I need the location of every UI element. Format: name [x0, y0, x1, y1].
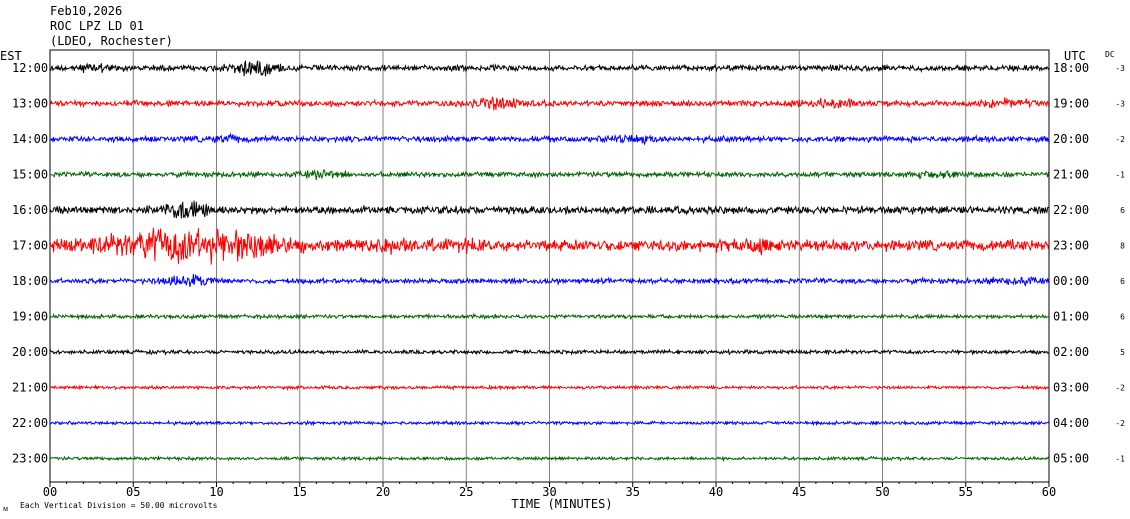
x-tick-label: 40 — [709, 485, 723, 499]
dc-offset-label: -2 — [1115, 384, 1125, 393]
seismic-trace — [49, 132, 1050, 146]
dc-offset-label: 6 — [1120, 313, 1125, 322]
seismic-trace — [49, 227, 1050, 265]
utc-hour-label: 19:00 — [1053, 97, 1089, 111]
x-tick-label: 55 — [959, 485, 973, 499]
est-hour-label: 23:00 — [12, 452, 48, 466]
dc-offset-label: -2 — [1115, 135, 1125, 144]
seismic-trace — [49, 312, 1050, 321]
est-hour-label: 21:00 — [12, 381, 48, 395]
x-tick-label: 10 — [209, 485, 223, 499]
utc-hour-label: 05:00 — [1053, 452, 1089, 466]
dc-offset-label: -1 — [1115, 455, 1125, 464]
dc-offset-label: 5 — [1120, 348, 1125, 357]
x-tick-label: 05 — [126, 485, 140, 499]
dc-offset-label: 6 — [1120, 206, 1125, 215]
utc-hour-label: 02:00 — [1053, 345, 1089, 359]
est-hour-label: 13:00 — [12, 97, 48, 111]
est-hour-label: 12:00 — [12, 61, 48, 75]
est-hour-label: 15:00 — [12, 168, 48, 182]
est-hour-label: 18:00 — [12, 274, 48, 288]
seismic-trace — [49, 59, 1050, 77]
header-station: ROC LPZ LD 01 — [50, 19, 144, 33]
seismic-trace — [49, 200, 1050, 219]
seismic-trace — [49, 347, 1050, 356]
utc-hour-label: 20:00 — [1053, 132, 1089, 146]
left-axis-label: EST — [0, 49, 22, 63]
seismic-trace — [49, 419, 1050, 427]
dc-label: DC — [1105, 50, 1115, 59]
utc-hour-label: 18:00 — [1053, 61, 1089, 75]
utc-hour-label: 04:00 — [1053, 416, 1089, 430]
est-hour-label: 20:00 — [12, 345, 48, 359]
seismic-trace — [49, 273, 1050, 287]
x-tick-label: 00 — [43, 485, 57, 499]
est-hour-label: 22:00 — [12, 416, 48, 430]
dc-offset-label: -3 — [1115, 64, 1125, 73]
dc-offset-label: 8 — [1120, 242, 1125, 251]
utc-hour-label: 03:00 — [1053, 381, 1089, 395]
est-hour-label: 17:00 — [12, 239, 48, 253]
dc-offset-label: -3 — [1115, 100, 1125, 109]
footer-icon: ᴍ — [3, 504, 8, 513]
header-network: (LDEO, Rochester) — [50, 34, 173, 48]
dc-offset-label: -2 — [1115, 419, 1125, 428]
est-hour-label: 19:00 — [12, 310, 48, 324]
right-axis-label: UTC — [1064, 49, 1086, 63]
x-tick-label: 60 — [1042, 485, 1056, 499]
seismic-trace — [49, 168, 1050, 181]
est-hour-label: 16:00 — [12, 203, 48, 217]
x-tick-label: 35 — [626, 485, 640, 499]
x-tick-label: 20 — [376, 485, 390, 499]
x-tick-label: 30 — [542, 485, 556, 499]
x-tick-label: 50 — [875, 485, 889, 499]
scale-footer: Each Vertical Division = 50.00 microvolt… — [20, 501, 218, 510]
dc-offset-label: -1 — [1115, 171, 1125, 180]
seismic-trace — [49, 384, 1050, 392]
x-tick-label: 45 — [792, 485, 806, 499]
utc-hour-label: 01:00 — [1053, 310, 1089, 324]
x-tick-label: 25 — [459, 485, 473, 499]
header-date: Feb10,2026 — [50, 4, 123, 18]
seismic-trace — [49, 454, 1050, 463]
x-axis-title: TIME (MINUTES) — [511, 497, 612, 511]
utc-hour-label: 21:00 — [1053, 168, 1089, 182]
utc-hour-label: 00:00 — [1053, 274, 1089, 288]
utc-hour-label: 23:00 — [1053, 239, 1089, 253]
utc-hour-label: 22:00 — [1053, 203, 1089, 217]
est-hour-label: 14:00 — [12, 132, 48, 146]
seismic-trace — [49, 96, 1050, 111]
x-tick-label: 15 — [293, 485, 307, 499]
dc-offset-label: 6 — [1120, 277, 1125, 286]
